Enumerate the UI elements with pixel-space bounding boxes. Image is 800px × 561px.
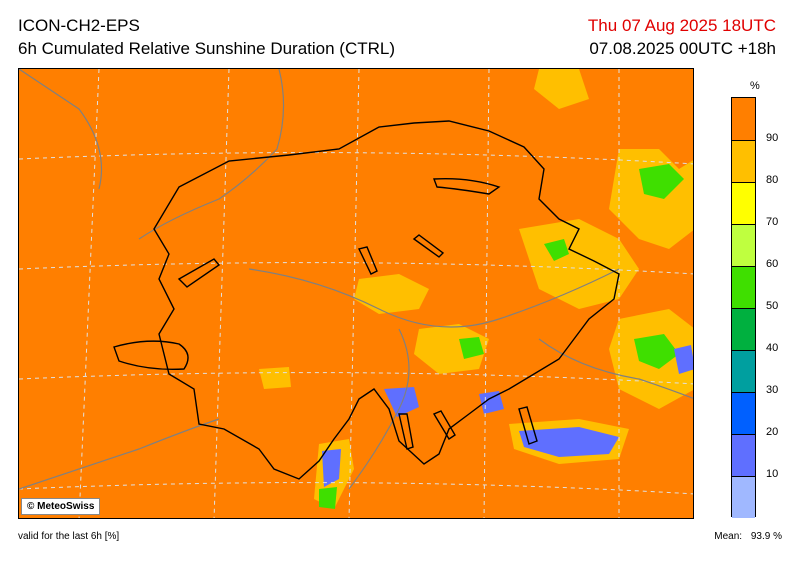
lake-geneva <box>113 340 189 370</box>
lake-constance <box>433 178 501 195</box>
legend-tick-label: 40 <box>766 342 779 354</box>
graticule <box>19 69 693 518</box>
country-border <box>113 120 620 480</box>
legend-swatch <box>732 476 755 518</box>
legend-swatch <box>732 182 755 224</box>
color-legend <box>731 97 756 518</box>
legend-tick-label: 60 <box>766 258 779 270</box>
model-name: ICON-CH2-EPS <box>18 16 140 35</box>
map-canvas <box>19 69 693 518</box>
legend-tick-label: 20 <box>766 426 779 438</box>
legend-swatch <box>732 392 755 434</box>
legend-swatch <box>732 98 755 140</box>
legend-swatch <box>732 434 755 476</box>
lake-maggiore <box>398 413 414 450</box>
legend-swatch <box>732 308 755 350</box>
map-panel: © MeteoSwiss <box>18 68 694 519</box>
legend-swatch <box>732 266 755 308</box>
lake-como <box>432 410 456 440</box>
meteoswiss-credit: © MeteoSwiss <box>21 498 101 515</box>
legend-swatch <box>732 224 755 266</box>
title-block: ICON-CH2-EPS 6h Cumulated Relative Sunsh… <box>18 14 395 60</box>
legend-tick-label: 10 <box>766 468 779 480</box>
mean-value: 93.9 % <box>750 531 782 542</box>
run-time: 07.08.2025 00UTC +18h <box>589 39 776 58</box>
legend-unit: % <box>750 80 760 92</box>
legend-tick-label: 90 <box>766 132 779 144</box>
valid-time: Thu 07 Aug 2025 18UTC <box>587 16 776 35</box>
legend-swatch <box>732 350 755 392</box>
rivers-boundaries <box>19 69 693 490</box>
product-name: 6h Cumulated Relative Sunshine Duration … <box>18 39 396 58</box>
lake-neuchatel <box>177 258 221 288</box>
legend-tick-label: 50 <box>766 300 779 312</box>
legend-swatch <box>732 140 755 182</box>
mean-readout: Mean: 93.9 % <box>708 531 782 542</box>
legend-tick-label: 70 <box>766 216 779 228</box>
legend-tick-label: 80 <box>766 174 779 186</box>
time-block: Thu 07 Aug 2025 18UTC 07.08.2025 00UTC +… <box>588 14 776 60</box>
lake-lucerne <box>357 246 378 275</box>
sunshine-patches <box>259 69 693 509</box>
legend-tick-label: 30 <box>766 384 779 396</box>
validity-note: valid for the last 6h [%] <box>18 531 120 542</box>
lake-zurich <box>412 234 445 258</box>
mean-label: Mean: <box>714 531 743 542</box>
lake-garda <box>518 406 538 445</box>
